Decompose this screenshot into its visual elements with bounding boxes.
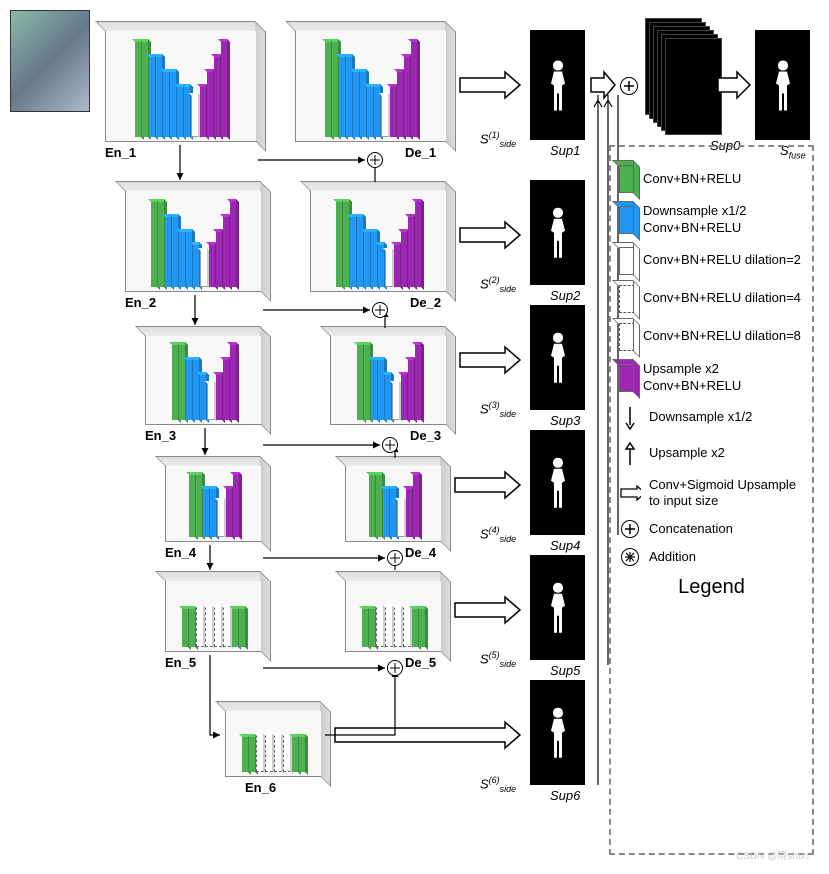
sup-label-2: Sup2	[550, 288, 580, 303]
side-label-1: S(1)side	[480, 130, 516, 149]
legend-text-9: Concatenation	[649, 521, 733, 538]
side-label-3: S(3)side	[480, 400, 516, 419]
legend-box: Conv+BN+RELU Downsample x1/2 Conv+BN+REL…	[609, 145, 814, 855]
side-label-5: S(5)side	[480, 650, 516, 669]
legend-text-3: Conv+BN+RELU dilation=4	[643, 290, 801, 307]
legend-text-8: Conv+Sigmoid Upsample to input size	[649, 477, 804, 511]
legend-cube-green	[619, 165, 635, 193]
decoder-de4	[345, 465, 442, 542]
legend-cube-white	[619, 247, 635, 275]
legend-text-0: Conv+BN+RELU	[643, 171, 741, 188]
legend-text-5: Upsample x2 Conv+BN+RELU	[643, 361, 804, 395]
legend-cube-purple	[619, 364, 635, 392]
sup-label-5: Sup5	[550, 663, 580, 678]
arrow-de4-s4	[450, 470, 525, 500]
legend-text-2: Conv+BN+RELU dilation=2	[643, 252, 801, 269]
legend-cube-blue	[619, 206, 635, 234]
decoder-de5	[345, 580, 442, 652]
encoder-en1	[105, 30, 257, 142]
label-de1: De_1	[405, 145, 436, 160]
legend-cube-dash4	[619, 285, 635, 313]
side-output-4	[530, 430, 585, 535]
legend-cube-dash8	[619, 323, 635, 351]
arrow-stack-fuse	[715, 70, 753, 100]
label-en5: En_5	[165, 655, 196, 670]
sup-label-6: Sup6	[550, 788, 580, 803]
label-de3: De_3	[410, 428, 441, 443]
concat-de2	[372, 302, 388, 318]
addition-icon	[619, 548, 641, 566]
legend-title: Legend	[619, 576, 804, 599]
side-label-6: S(6)side	[480, 775, 516, 794]
label-de5: De_5	[405, 655, 436, 670]
side-label-2: S(2)side	[480, 275, 516, 294]
encoder-en6	[225, 710, 322, 777]
downsample-arrow-icon	[619, 405, 641, 431]
concat-icon	[619, 520, 641, 538]
arrow-de2-s2	[455, 220, 525, 250]
label-en3: En_3	[145, 428, 176, 443]
concat-de5	[387, 660, 403, 676]
sigmoid-arrow-icon	[619, 484, 641, 502]
concat-de4	[387, 550, 403, 566]
legend-text-6: Downsample x1/2	[649, 409, 752, 426]
encoder-en4	[165, 465, 262, 542]
side-output-5	[530, 555, 585, 660]
label-en2: En_2	[125, 295, 156, 310]
input-image	[10, 10, 90, 112]
arrow-de1-s1	[455, 70, 525, 100]
sup-label-4: Sup4	[550, 538, 580, 553]
decoder-de2	[310, 190, 447, 292]
sup-label-3: Sup3	[550, 413, 580, 428]
legend-text-4: Conv+BN+RELU dilation=8	[643, 328, 801, 345]
diagram-canvas: En_1 En_2 En_3 En_4 En_5 En_6 De_1 De_2 …	[10, 10, 819, 864]
label-en1: En_1	[105, 145, 136, 160]
side-output-6	[530, 680, 585, 785]
concat-de1	[367, 152, 383, 168]
side-output-3	[530, 305, 585, 410]
legend-text-1: Downsample x1/2 Conv+BN+RELU	[643, 203, 804, 237]
legend-text-10: Addition	[649, 549, 696, 566]
arrow-de5-s5	[450, 595, 525, 625]
concat-de3	[382, 437, 398, 453]
arrow-de3-s3	[455, 345, 525, 375]
encoder-en5	[165, 580, 262, 652]
side-label-4: S(4)side	[480, 525, 516, 544]
legend-text-7: Upsample x2	[649, 445, 725, 462]
arrow-en6-s6	[330, 720, 525, 750]
encoder-en2	[125, 190, 262, 292]
label-en4: En_4	[165, 545, 196, 560]
encoder-en3	[145, 335, 262, 425]
watermark: CSDN @晓shuo	[736, 847, 809, 862]
label-de4: De_4	[405, 545, 436, 560]
side-output-2	[530, 180, 585, 285]
decoder-de1	[295, 30, 447, 142]
fuse-output	[755, 30, 810, 140]
label-en6: En_6	[245, 780, 276, 795]
decoder-de3	[330, 335, 447, 425]
label-de2: De_2	[410, 295, 441, 310]
sup-label-1: Sup1	[550, 143, 580, 158]
upsample-arrow-icon	[619, 441, 641, 467]
side-output-1	[530, 30, 585, 140]
